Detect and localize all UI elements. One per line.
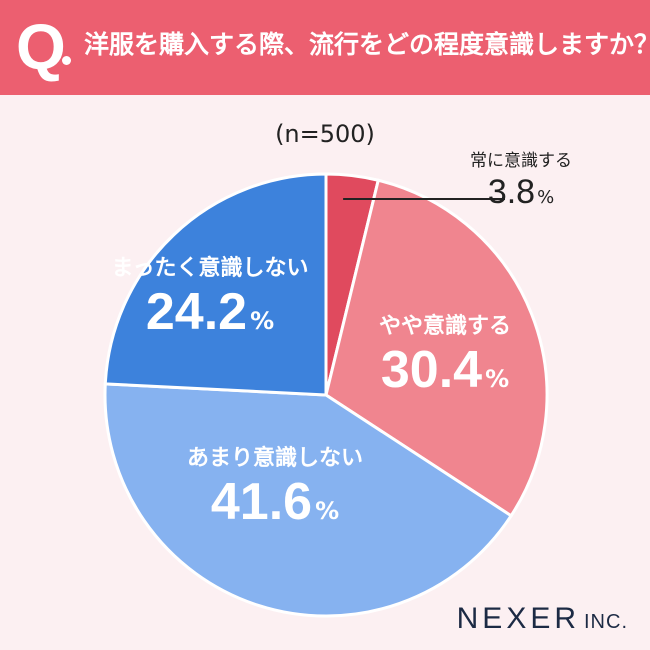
question-text: 洋服を購入する際、流行をどの程度意識しますか？ (84, 30, 650, 59)
slice-name-somewhat: やや意識する (378, 314, 511, 339)
sample-size-label: (n=500) (275, 120, 375, 148)
slice-unit-always: % (537, 187, 555, 208)
slice-label-not-much: あまり意識しない 41.6% (150, 445, 400, 531)
slice-name-always: 常に意識する (470, 151, 572, 171)
slice-name-not-much: あまり意識しない (186, 446, 363, 471)
logo-suffix: INC. (584, 611, 628, 633)
pie-slice-not-much (103, 382, 514, 618)
logo-main: NEXER (456, 602, 580, 635)
slice-label-always: 常に意識する 3.8% (470, 150, 572, 212)
slice-name-not-at-all: まったく意識しない (111, 256, 309, 281)
pie-slice-not-at-all (103, 172, 328, 397)
slice-unit-not-at-all: % (250, 307, 275, 335)
q-letter: Q (16, 11, 66, 83)
slice-value-always: 3.8 (487, 173, 536, 211)
slice-unit-not-much: % (315, 497, 340, 525)
slice-value-not-much: 41.6 (210, 473, 313, 531)
slice-value-somewhat: 30.4 (380, 341, 483, 399)
slice-label-not-at-all: まったく意識しない 24.2% (95, 255, 325, 341)
nexer-logo: NEXER INC. (457, 602, 628, 636)
slice-value-not-at-all: 24.2 (145, 283, 248, 341)
slice-unit-somewhat: % (485, 365, 510, 393)
slice-label-somewhat: やや意識する 30.4% (355, 313, 535, 399)
question-banner: Q 洋服を購入する際、流行をどの程度意識しますか？ (0, 0, 650, 95)
q-dot-icon (62, 56, 71, 65)
